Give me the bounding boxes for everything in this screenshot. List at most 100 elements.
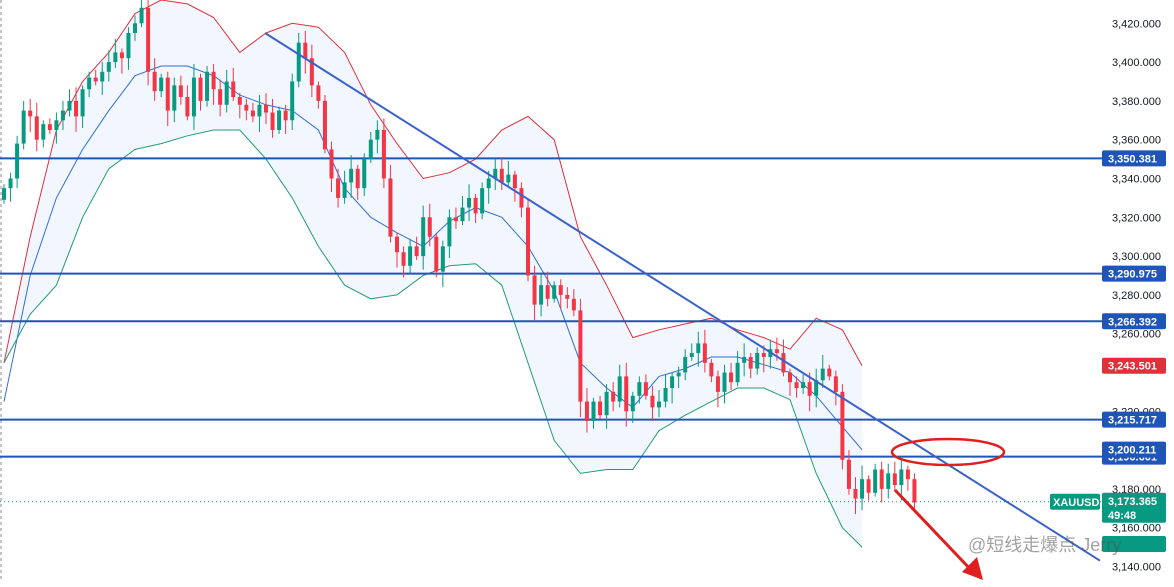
candle xyxy=(34,116,39,140)
candle xyxy=(905,469,910,480)
candle xyxy=(414,246,419,257)
candle xyxy=(440,246,445,272)
y-tick-label: 3,320.000 xyxy=(1112,212,1161,224)
candle xyxy=(663,388,668,402)
candle xyxy=(598,401,603,416)
level-tag-bg xyxy=(1102,411,1166,428)
candle xyxy=(218,89,223,105)
candle xyxy=(21,110,26,144)
candle xyxy=(742,356,747,363)
candle xyxy=(781,353,786,373)
candle xyxy=(191,77,196,117)
candle xyxy=(650,395,655,408)
candle xyxy=(349,168,354,183)
candle xyxy=(833,376,838,392)
candle xyxy=(362,159,367,189)
candle xyxy=(873,469,878,493)
candle xyxy=(270,112,275,130)
symbol-tag: XAUUSD xyxy=(1053,497,1100,509)
candle xyxy=(152,71,157,92)
last-price-tag-bg xyxy=(1102,492,1166,523)
candle xyxy=(761,353,766,357)
candle xyxy=(41,124,46,140)
candle xyxy=(493,168,498,179)
candle xyxy=(290,81,295,121)
candle xyxy=(453,217,458,222)
candle xyxy=(532,275,537,305)
band-lower-tag-bg xyxy=(1102,536,1166,552)
candle xyxy=(715,376,720,392)
candle xyxy=(460,207,465,222)
candle xyxy=(178,85,183,97)
candle xyxy=(892,473,897,485)
candle xyxy=(395,236,399,253)
candle xyxy=(375,129,380,140)
candle xyxy=(473,197,478,214)
candle xyxy=(283,110,288,121)
level-tag: 3,266.392 xyxy=(1108,316,1157,328)
y-tick-label: 3,280.000 xyxy=(1112,290,1161,302)
band-mid-tag: 3,200.211 xyxy=(1108,445,1156,457)
candle xyxy=(165,77,170,111)
candle xyxy=(146,7,151,72)
annotations xyxy=(890,437,1006,580)
candle xyxy=(722,372,727,392)
band-fill-area xyxy=(4,0,862,548)
candle xyxy=(827,368,832,377)
candle xyxy=(237,97,242,105)
price-axis: 3,420.000 3,400.000 3,380.000 3,360.000 3,34… xyxy=(1112,18,1161,573)
candle xyxy=(480,188,485,214)
candle xyxy=(578,310,583,402)
candle xyxy=(899,469,904,485)
candle xyxy=(866,479,871,493)
candle xyxy=(67,100,72,111)
candle xyxy=(486,178,491,189)
candle xyxy=(185,97,190,117)
candle xyxy=(657,401,661,408)
candle xyxy=(696,343,701,354)
level-tag-bg xyxy=(1102,265,1166,282)
candle xyxy=(735,362,740,383)
candle xyxy=(329,149,334,179)
candle xyxy=(133,23,137,33)
candle xyxy=(539,285,544,305)
level-tag-bg xyxy=(1102,150,1166,167)
candle xyxy=(748,356,753,369)
candle xyxy=(611,391,616,402)
candle xyxy=(624,376,629,412)
candle xyxy=(106,62,111,72)
candle xyxy=(401,252,406,266)
candle xyxy=(637,382,642,396)
band-upper-tag: 3,243.501 xyxy=(1108,361,1157,373)
price-tags: 3,350.3813,290.9753,266.3923,215.7173,19… xyxy=(1050,150,1166,552)
candle xyxy=(421,217,426,257)
candle xyxy=(912,479,917,503)
candle xyxy=(670,376,675,388)
candle xyxy=(820,368,825,381)
candle xyxy=(860,479,865,499)
candles xyxy=(2,0,917,515)
candle xyxy=(296,42,301,82)
candle xyxy=(794,382,799,388)
candle xyxy=(643,382,648,396)
candle xyxy=(467,197,472,208)
level-tag: 3,350.381 xyxy=(1108,153,1157,165)
band-upper-tag-bg xyxy=(1102,357,1166,374)
y-tick-label: 3,420.000 xyxy=(1112,18,1161,30)
candle xyxy=(336,178,341,198)
candle xyxy=(205,71,210,101)
candle xyxy=(355,168,360,189)
down-arrow-head xyxy=(962,557,983,580)
trendline xyxy=(264,32,1101,562)
candle xyxy=(447,217,452,247)
candle xyxy=(388,178,393,237)
candle xyxy=(788,372,792,383)
level-tag: 3,215.717 xyxy=(1108,415,1157,427)
candle xyxy=(28,110,33,117)
candle xyxy=(519,188,524,208)
candle xyxy=(54,120,59,130)
candle xyxy=(368,139,373,160)
candle xyxy=(879,469,884,489)
candle xyxy=(322,100,327,150)
